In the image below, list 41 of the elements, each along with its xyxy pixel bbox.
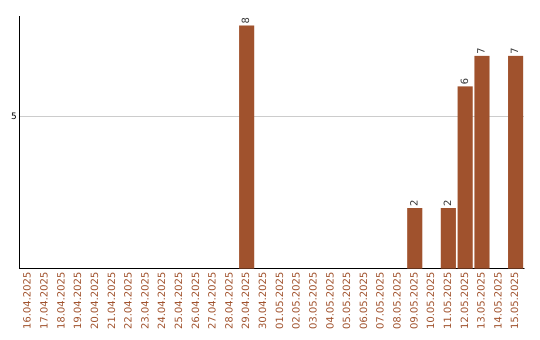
x-tick-label: 06.05.2025	[358, 272, 370, 330]
data-label: 8	[241, 17, 252, 24]
x-tick-label: 24.04.2025	[157, 272, 168, 330]
data-label: 7	[476, 48, 488, 54]
bar	[407, 208, 422, 269]
x-tick-label: 04.05.2025	[325, 272, 336, 330]
x-tick-label: 20.04.2025	[90, 272, 101, 330]
data-label: 2	[442, 200, 454, 206]
x-tick-label: 03.05.2025	[308, 272, 320, 330]
x-tick-label: 13.05.2025	[476, 272, 488, 330]
x-tick-label: 23.04.2025	[140, 272, 152, 330]
x-tick-label: 10.05.2025	[426, 272, 438, 330]
x-tick-label: 18.04.2025	[56, 272, 68, 330]
y-tick-label: 5	[10, 112, 17, 122]
x-tick-label: 27.04.2025	[208, 272, 219, 330]
data-label: 6	[460, 78, 471, 84]
x-tick-label: 22.04.2025	[124, 272, 135, 330]
x-tick-label: 16.04.2025	[22, 272, 34, 330]
x-tick-label: 29.04.2025	[241, 272, 252, 330]
x-tick-label: 07.05.2025	[376, 272, 387, 330]
bar	[474, 56, 490, 269]
x-tick-label: 02.05.2025	[292, 272, 303, 330]
x-tick-label: 12.05.2025	[460, 272, 471, 330]
x-tick-label: 09.05.2025	[409, 272, 420, 330]
x-tick-label: 25.04.2025	[174, 272, 186, 330]
data-label: 2	[409, 200, 420, 206]
x-tick-label: 14.05.2025	[493, 272, 504, 330]
x-tick-label: 15.05.2025	[510, 272, 522, 330]
x-tick-label: 21.04.2025	[106, 272, 118, 330]
x-tick-label: 05.05.2025	[342, 272, 354, 330]
x-tick-label: 30.04.2025	[258, 272, 270, 330]
x-tick-label: 08.05.2025	[392, 272, 404, 330]
x-tick-label: 28.04.2025	[224, 272, 236, 330]
x-tick-label: 17.04.2025	[40, 272, 51, 330]
bar	[239, 26, 254, 269]
data-label: 7	[510, 48, 522, 54]
x-tick-label: 11.05.2025	[442, 272, 454, 330]
x-tick-label: 26.04.2025	[190, 272, 202, 330]
x-tick-label: 19.04.2025	[73, 272, 84, 330]
x-tick-label: 01.05.2025	[274, 272, 286, 330]
bar	[508, 56, 524, 269]
